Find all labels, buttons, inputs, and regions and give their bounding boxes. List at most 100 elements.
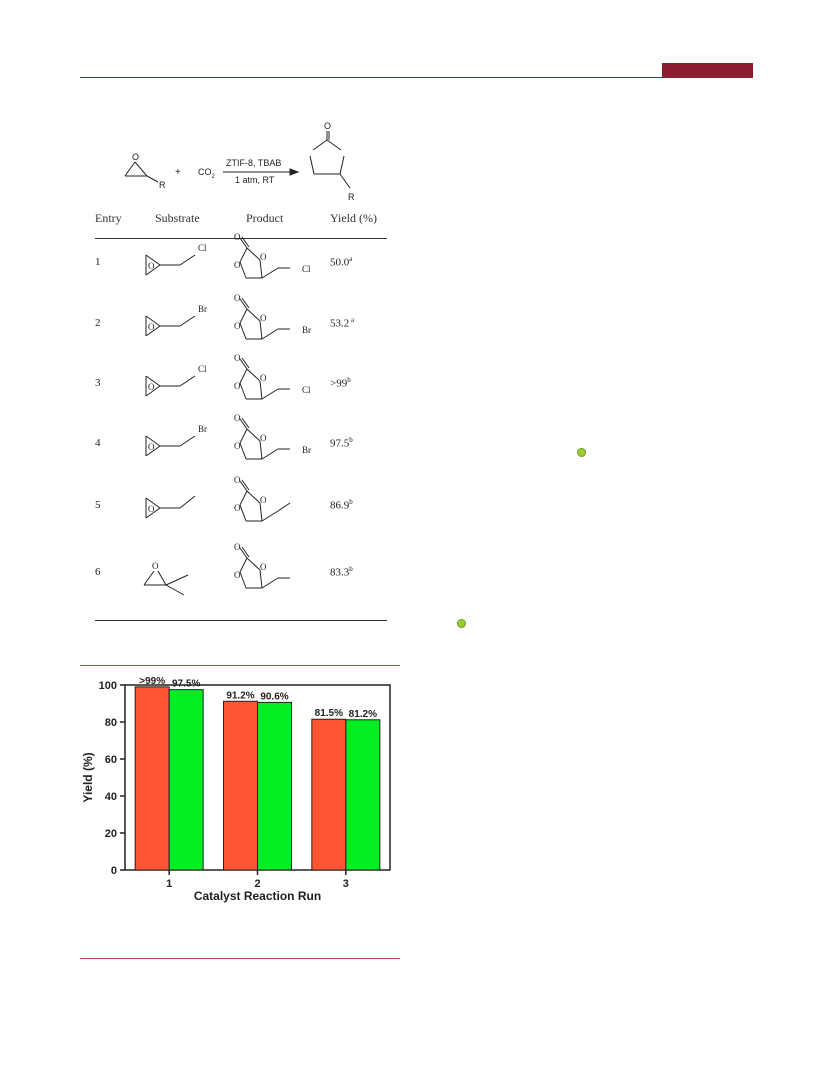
svg-text:O: O xyxy=(234,413,241,423)
y-tick-label: 40 xyxy=(105,791,117,803)
svg-text:O: O xyxy=(148,261,155,271)
conditions-top: ZTIF-8, TBAB xyxy=(226,158,281,168)
svg-text:O: O xyxy=(234,232,241,242)
y-tick-label: 80 xyxy=(105,717,117,729)
yield-bar-chart: 0 20 40 60 80 100 1 >99% 97.5% 2 91.2% 90.6% 3 81.5% 8… xyxy=(81,676,391,903)
plus-sign: + xyxy=(175,167,181,178)
data-label: 81.5% xyxy=(315,708,343,719)
entry-number: 6 xyxy=(95,566,101,578)
svg-text:O: O xyxy=(234,441,241,451)
entry-number: 5 xyxy=(95,499,101,511)
svg-text:O: O xyxy=(234,260,241,270)
bar xyxy=(311,718,347,871)
x-tick-label: 2 xyxy=(254,878,260,890)
svg-text:O: O xyxy=(148,504,155,514)
svg-text:O: O xyxy=(260,562,267,572)
substrate-structure: O xyxy=(145,495,196,519)
entry-number: 1 xyxy=(95,256,101,268)
table-header-rule xyxy=(95,238,387,239)
table-bottom-rule xyxy=(95,620,387,621)
product-r-label: R xyxy=(348,192,355,202)
svg-text:O: O xyxy=(234,353,241,363)
product-structure: O O O Br xyxy=(234,413,311,460)
col-header-entry: Entry xyxy=(95,211,122,225)
svg-text:O: O xyxy=(234,381,241,391)
substrate-structure: O Br xyxy=(145,304,207,337)
figure-top-rule xyxy=(80,665,400,666)
status-dot xyxy=(457,619,466,628)
yield-value: 53.2 a xyxy=(330,316,355,330)
substituent-label: Br xyxy=(302,325,311,335)
yield-value: >99b xyxy=(330,376,351,390)
entry-number: 3 xyxy=(95,377,101,389)
reactant-r-label: R xyxy=(159,180,166,190)
product-structure: O O O Br xyxy=(234,293,311,340)
bar xyxy=(257,701,292,871)
substrate-structure: O Cl xyxy=(145,364,207,397)
y-tick-label: 100 xyxy=(99,680,117,692)
substituent-label: Br xyxy=(198,304,207,314)
svg-text:O: O xyxy=(234,542,241,552)
svg-text:O: O xyxy=(260,373,267,383)
y-axis-label: Yield (%) xyxy=(81,752,95,802)
substituent-label: Br xyxy=(302,445,311,455)
x-tick-label: 1 xyxy=(166,878,172,890)
substrate-structure: O Br xyxy=(145,424,207,457)
yield-value: 97.5b xyxy=(330,436,353,450)
header-accent-block xyxy=(662,63,753,78)
y-tick-label: 60 xyxy=(105,754,117,766)
bar xyxy=(134,686,170,871)
status-dot xyxy=(577,448,586,457)
substrate-structure: O Cl xyxy=(145,243,207,276)
svg-text:O: O xyxy=(234,321,241,331)
substituent-label: Cl xyxy=(302,385,311,395)
data-label: 81.2% xyxy=(349,709,377,720)
reactant-oxygen: O xyxy=(132,152,139,162)
svg-text:O: O xyxy=(234,570,241,580)
product-oxygen: O xyxy=(324,121,331,131)
yield-value: 50.0a xyxy=(330,255,353,269)
header-rule xyxy=(80,77,753,78)
data-label: 97.5% xyxy=(172,679,200,690)
col-header-substrate: Substrate xyxy=(155,211,200,225)
data-label: 91.2% xyxy=(226,690,254,701)
y-tick-label: 0 xyxy=(111,865,117,877)
col-header-product: Product xyxy=(246,211,284,225)
conditions-bottom: 1 atm, RT xyxy=(235,175,275,185)
svg-text:O: O xyxy=(260,433,267,443)
svg-text:O: O xyxy=(260,495,267,505)
figure-bottom-rule xyxy=(80,958,400,959)
yield-value: 86.9b xyxy=(330,498,353,512)
x-tick-label: 3 xyxy=(343,878,349,890)
substituent-label: Cl xyxy=(198,364,207,374)
co2-label: CO2 xyxy=(198,167,216,180)
svg-text:O: O xyxy=(148,442,155,452)
substituent-label: Cl xyxy=(302,264,311,274)
entry-number: 4 xyxy=(95,437,101,449)
yield-value: 83.3b xyxy=(330,565,353,579)
reaction-scheme: O R + CO2 ZTIF-8, TBAB 1 atm, RT O R xyxy=(124,121,355,202)
svg-text:O: O xyxy=(148,322,155,332)
svg-text:O: O xyxy=(234,293,241,303)
x-axis-label: Catalyst Reaction Run xyxy=(194,889,321,903)
bar xyxy=(168,689,204,871)
bar xyxy=(345,719,381,871)
product-structure: O O O xyxy=(234,475,291,522)
bar xyxy=(223,700,258,871)
data-label: >99% xyxy=(139,676,165,687)
svg-text:O: O xyxy=(148,382,155,392)
product-structure: O O O Cl xyxy=(234,353,311,400)
svg-text:O: O xyxy=(260,313,267,323)
substituent-label: Cl xyxy=(198,243,207,253)
svg-text:O: O xyxy=(234,503,241,513)
entry-number: 2 xyxy=(95,317,101,329)
substituent-label: Br xyxy=(198,424,207,434)
product-structure: O O O xyxy=(234,542,290,589)
product-structure: O O O Cl xyxy=(234,232,311,279)
data-label: 90.6% xyxy=(260,691,288,702)
substrate-structure: O xyxy=(143,561,189,596)
svg-text:O: O xyxy=(260,252,267,262)
y-tick-label: 20 xyxy=(105,828,117,840)
svg-text:O: O xyxy=(152,561,159,571)
col-header-yield: Yield (%) xyxy=(330,211,377,225)
